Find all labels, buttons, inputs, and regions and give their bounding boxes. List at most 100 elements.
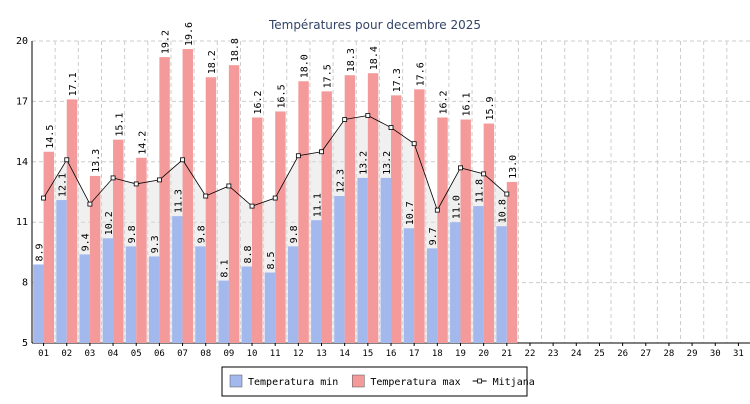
legend-marker [477, 378, 483, 384]
value-label: 18.8 [230, 38, 241, 62]
x-tick-label: 30 [710, 349, 721, 359]
value-label: 15.9 [485, 96, 496, 120]
x-tick-label: 16 [386, 349, 397, 359]
bar [56, 200, 67, 343]
bar [357, 177, 368, 343]
value-label: 18.3 [346, 48, 357, 72]
bar [275, 111, 286, 343]
x-tick-label: 18 [432, 349, 443, 359]
line-marker [295, 153, 301, 159]
bar [252, 117, 263, 343]
line-marker [226, 183, 232, 189]
value-label: 17.6 [415, 62, 426, 86]
value-label: 18.4 [369, 46, 380, 70]
x-tick-label: 02 [61, 349, 72, 359]
line-marker [133, 181, 139, 187]
bar [148, 256, 160, 343]
line-marker [434, 207, 440, 213]
value-label: 17.3 [392, 68, 403, 92]
line-marker [411, 141, 417, 147]
x-tick-label: 10 [247, 349, 258, 359]
bar [391, 95, 402, 343]
legend-label: Temperatura min [248, 377, 338, 388]
bar [311, 220, 322, 343]
value-label: 16.2 [253, 90, 264, 114]
x-tick-label: 08 [200, 349, 211, 359]
bar [506, 181, 518, 343]
y-tick-label: 5 [22, 338, 28, 349]
line-marker [319, 149, 324, 155]
bar [43, 151, 55, 343]
value-label: 9.3 [150, 235, 161, 253]
value-label: 18.0 [300, 54, 311, 78]
line-marker [481, 171, 487, 177]
line-marker [504, 191, 510, 197]
value-label: 11.0 [451, 195, 462, 219]
legend-swatch [229, 374, 243, 388]
bar [182, 49, 193, 343]
value-label: 17.1 [68, 72, 79, 96]
line-marker [272, 195, 278, 201]
bar [367, 73, 379, 344]
x-tick-label: 03 [84, 349, 95, 359]
value-label: 14.5 [45, 125, 56, 149]
value-label: 8.1 [220, 260, 231, 278]
x-tick-label: 01 [38, 349, 49, 359]
x-tick-label: 17 [409, 349, 420, 359]
line-marker [110, 175, 116, 181]
legend-label: Mitjana [493, 377, 535, 388]
x-tick-label: 20 [478, 349, 489, 359]
value-label: 17.5 [323, 64, 334, 88]
value-label: 13.3 [91, 149, 102, 173]
value-label: 10.7 [405, 201, 416, 225]
bar [113, 139, 124, 343]
value-label: 16.2 [439, 90, 450, 114]
bar [473, 206, 484, 343]
value-label: 16.1 [462, 92, 473, 116]
bar [195, 246, 206, 343]
bar [298, 81, 309, 344]
bar [228, 65, 240, 343]
value-label: 16.5 [276, 84, 287, 108]
x-tick-label: 13 [316, 349, 327, 359]
bar [414, 89, 425, 343]
x-tick-label: 21 [501, 349, 512, 359]
x-tick-label: 19 [455, 349, 466, 359]
x-tick-label: 05 [131, 349, 142, 359]
value-label: 9.8 [289, 225, 300, 243]
x-tick-label: 28 [664, 349, 675, 359]
line-marker [365, 113, 371, 118]
bar [437, 117, 448, 343]
bar [218, 280, 229, 343]
bar [66, 99, 78, 344]
legend-label: Temperatura max [370, 377, 460, 388]
line-marker [156, 177, 162, 183]
line-marker [458, 165, 463, 171]
x-tick-label: 26 [617, 349, 628, 359]
x-tick-label: 22 [525, 349, 536, 359]
value-label: 11.3 [173, 189, 184, 213]
value-label: 8.8 [243, 245, 254, 263]
bar [264, 272, 276, 343]
bar [89, 175, 101, 343]
bar [102, 238, 114, 343]
bar [460, 119, 471, 344]
bar [496, 226, 507, 343]
y-tick-label: 8 [22, 278, 28, 289]
line-marker [64, 157, 70, 163]
bar [403, 228, 415, 343]
x-tick-label: 23 [548, 349, 559, 359]
bar [344, 75, 356, 343]
value-label: 8.5 [266, 251, 277, 269]
value-label: 11.1 [312, 193, 323, 217]
x-tick-label: 04 [108, 349, 119, 359]
line-marker [342, 117, 348, 122]
bar [172, 216, 183, 343]
bar [241, 266, 253, 343]
value-label: 19.2 [161, 30, 172, 54]
y-tick-label: 17 [16, 96, 28, 107]
x-tick-label: 25 [594, 349, 605, 359]
value-label: 18.2 [207, 50, 218, 74]
bar [334, 196, 345, 343]
x-tick-label: 24 [571, 349, 582, 359]
